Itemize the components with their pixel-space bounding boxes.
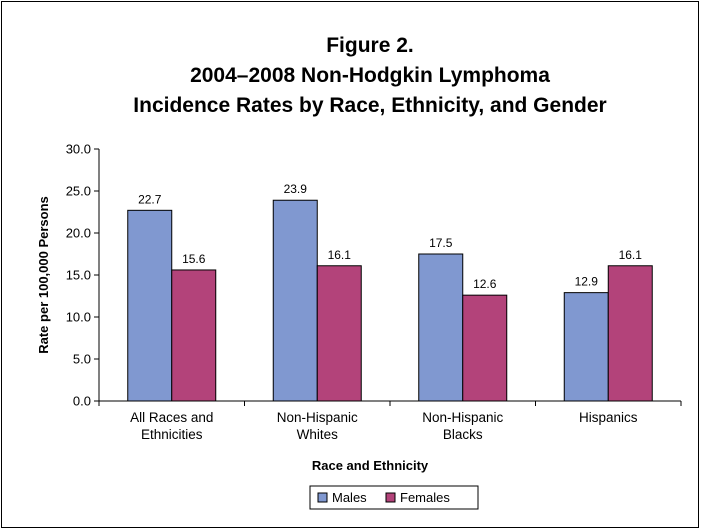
data-label: 16.1 xyxy=(619,248,643,262)
data-label: 12.6 xyxy=(473,277,497,291)
x-category-label: Non-Hispanic xyxy=(422,410,503,425)
bar-males xyxy=(563,292,609,402)
chart-title-line: 2004–2008 Non-Hodgkin Lymphoma xyxy=(190,64,550,87)
x-category-label: Blacks xyxy=(443,427,483,442)
x-category-label: Non-Hispanic xyxy=(277,410,358,425)
bar-males xyxy=(272,199,318,402)
x-axis-title: Race and Ethnicity xyxy=(312,458,429,473)
bar-males xyxy=(127,209,173,402)
data-label: 12.9 xyxy=(575,275,599,289)
data-label: 17.5 xyxy=(429,236,453,250)
legend-swatch-females xyxy=(385,492,396,503)
bar-females xyxy=(607,265,653,402)
x-category-label: All Races and xyxy=(130,410,213,425)
y-tick-label: 0.0 xyxy=(73,394,91,409)
bar-females xyxy=(316,265,362,402)
y-axis-title: Rate per 100,000 Persons xyxy=(36,196,51,354)
bar-females xyxy=(171,269,217,402)
legend-label: Females xyxy=(400,490,450,505)
chart-title-line: Incidence Rates by Race, Ethnicity, and … xyxy=(133,94,606,117)
bar-males xyxy=(418,253,464,402)
legend-swatch-males xyxy=(317,492,328,503)
data-label: 15.6 xyxy=(182,252,206,266)
data-label: 16.1 xyxy=(328,248,352,262)
y-tick-label: 5.0 xyxy=(73,352,91,367)
data-label: 22.7 xyxy=(138,192,162,206)
y-tick-label: 25.0 xyxy=(66,184,91,199)
x-category-label: Whites xyxy=(297,427,339,442)
y-tick-label: 20.0 xyxy=(66,226,91,241)
data-label: 23.9 xyxy=(284,182,308,196)
y-tick-label: 10.0 xyxy=(66,310,91,325)
chart-title-line: Figure 2. xyxy=(326,34,414,57)
bar-females xyxy=(462,294,508,402)
y-tick-label: 15.0 xyxy=(66,268,91,283)
x-category-label: Hispanics xyxy=(579,410,638,425)
x-category-label: Ethnicities xyxy=(141,427,203,442)
y-tick-label: 30.0 xyxy=(66,142,91,157)
legend-label: Males xyxy=(332,490,367,505)
